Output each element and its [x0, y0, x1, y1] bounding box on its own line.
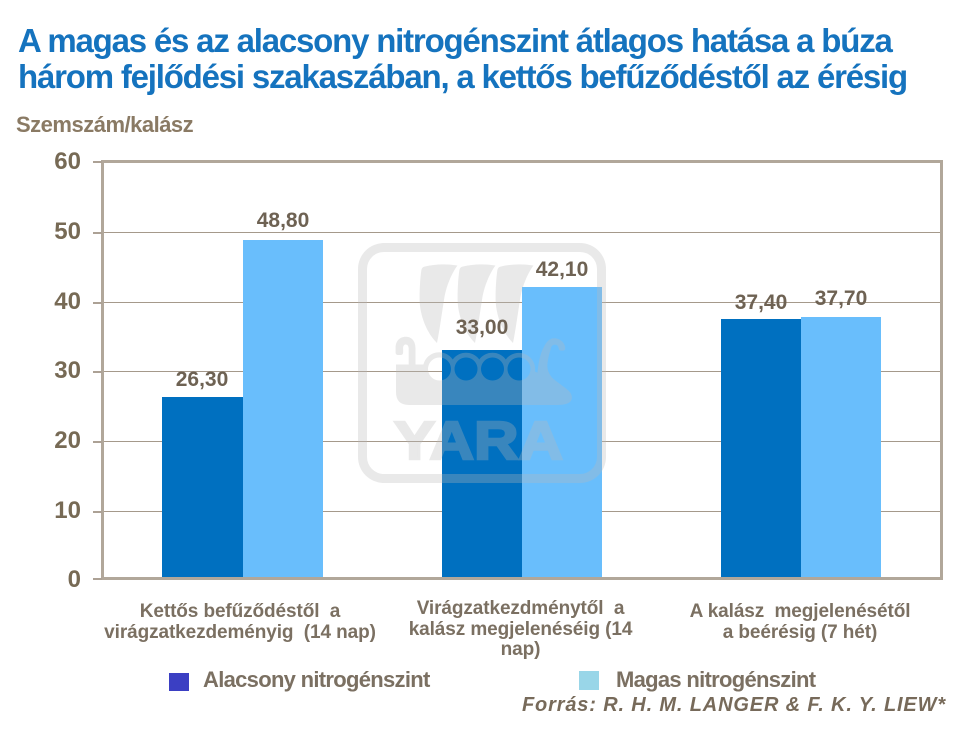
svg-text:YARA: YARA [394, 411, 563, 471]
